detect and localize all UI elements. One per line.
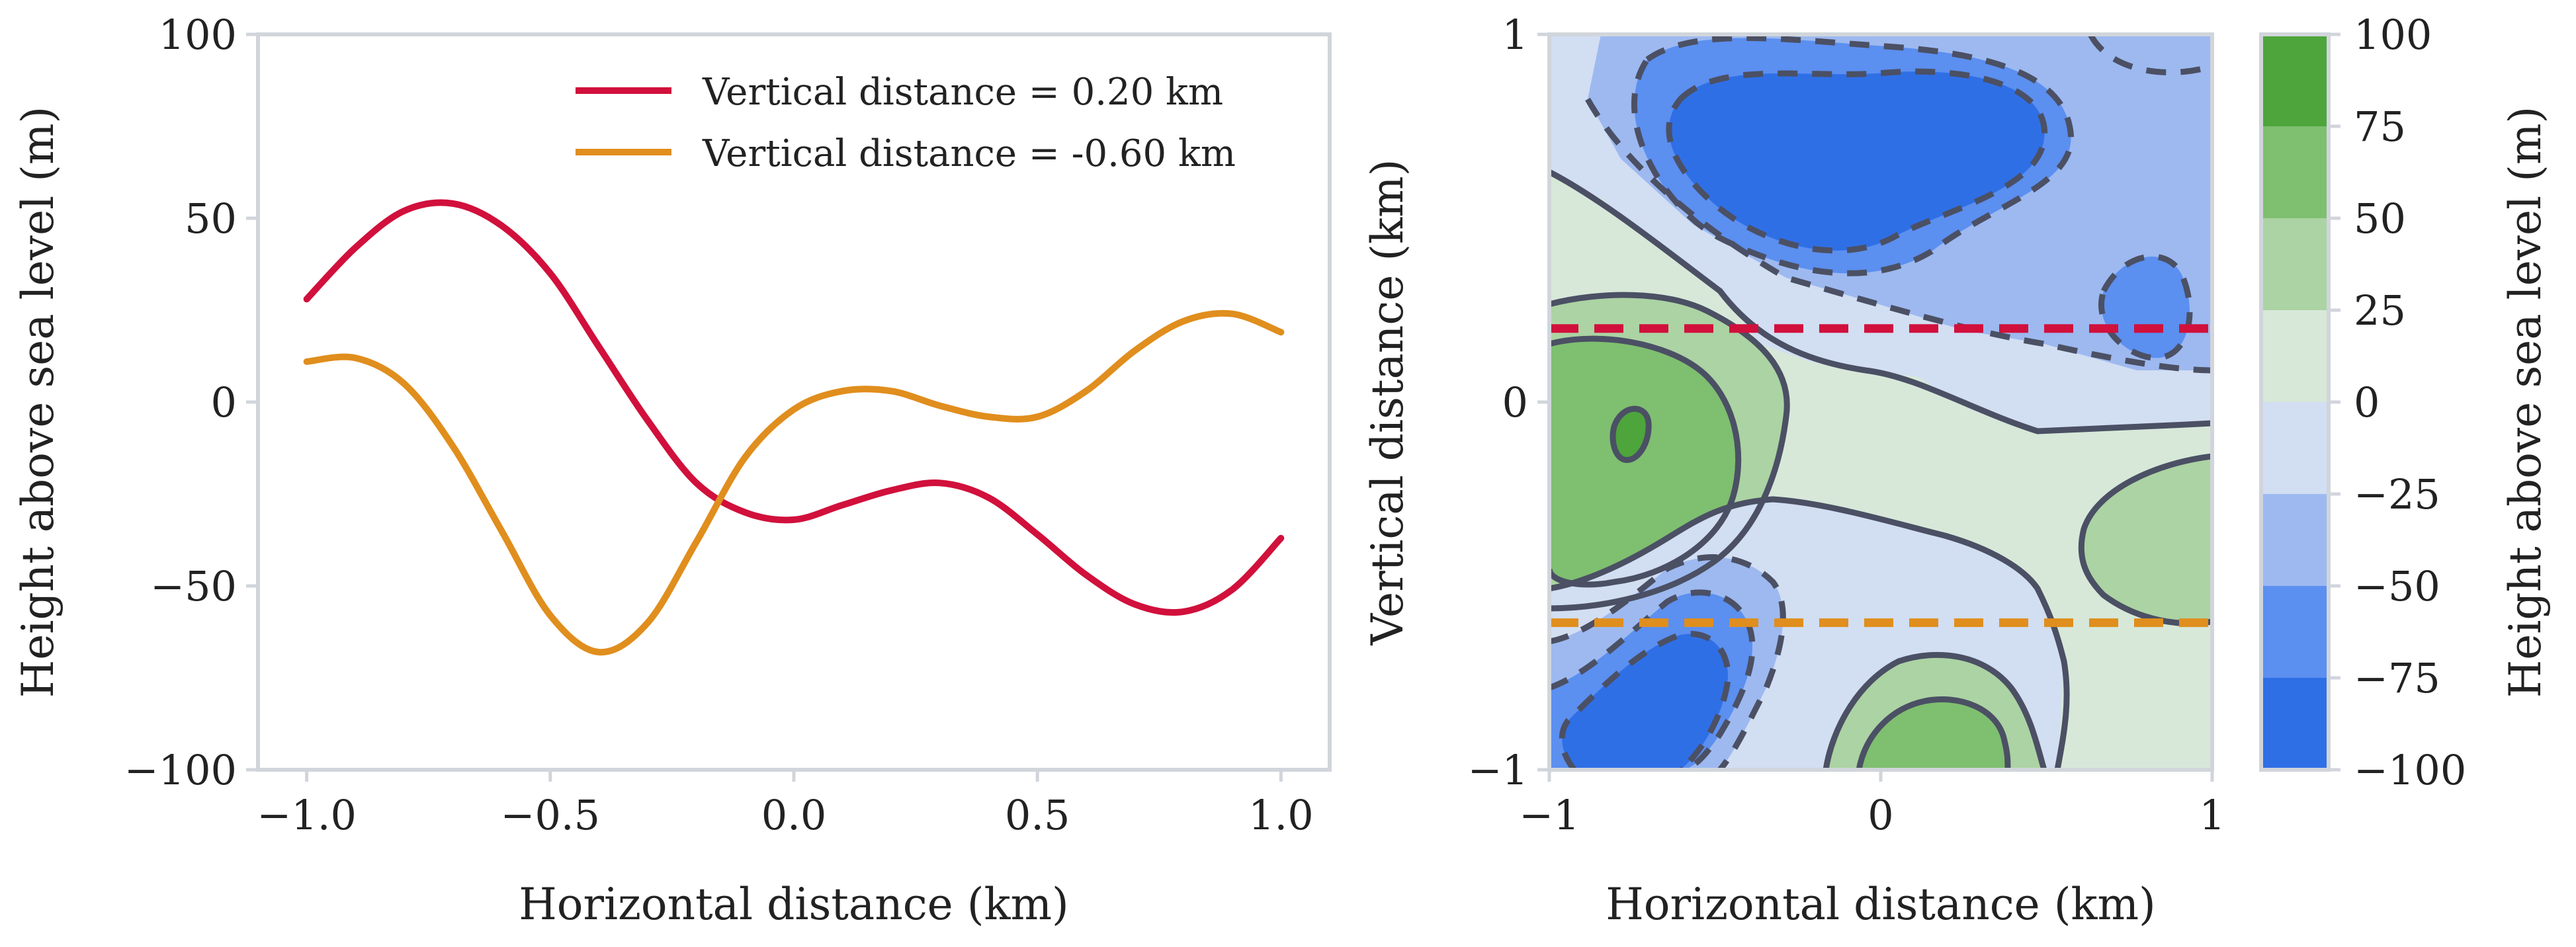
contour-line-lower-25 [1549, 554, 1786, 770]
contour-line-lower-75 [1559, 631, 1731, 770]
colorbar-band [2261, 678, 2329, 770]
colorbar-band [2261, 402, 2329, 494]
y-tick-label: 1 [1502, 11, 1528, 59]
x-tick-label: 0.0 [761, 791, 827, 839]
colorbar-ticks: 100 75 50 25 0 −25 −50 −75 −100 [2329, 11, 2466, 794]
colorbar-tick-label: −25 [2354, 470, 2440, 518]
colorbar-band [2261, 34, 2329, 126]
legend-label-red: Vertical distance = 0.20 km [702, 71, 1223, 114]
legend-label-orange: Vertical distance = -0.60 km [702, 132, 1236, 175]
contour-chart: −1 0 1 1 0 −1 Horizontal distance (km) Vertic… [1362, 11, 2225, 930]
line-chart-ylabel: Height above sea level (m) [13, 106, 64, 698]
colorbar-band [2261, 218, 2329, 310]
contour-region-lower-left-75 [1562, 634, 1728, 770]
contour-region-right-50 [2101, 256, 2190, 358]
contour-line-zero-upper [1549, 169, 2212, 434]
legend: Vertical distance = 0.20 km Vertical dis… [576, 71, 1236, 175]
colorbar-tick-label: −50 [2354, 562, 2440, 610]
y-tick-label: 50 [185, 194, 237, 243]
x-tick-label: 1 [2199, 791, 2225, 839]
contour-line-top-edge [2088, 34, 2212, 75]
line-series-0 [303, 199, 1285, 616]
contour-line-lower-50 [1549, 589, 1756, 770]
x-tick-label: 0.5 [1005, 791, 1070, 839]
y-tick-label: −50 [150, 562, 237, 610]
colorbar-bands [2261, 34, 2329, 770]
contour-region-left-75 [1613, 409, 1649, 460]
contour-line-50-upper [1631, 35, 2074, 276]
contour-region-lower-background [2057, 628, 2212, 770]
contour-field [1549, 34, 2212, 770]
reference-lines [1549, 324, 2212, 628]
colorbar: 100 75 50 25 0 −25 −50 −75 −100 Height above sea… [2259, 11, 2551, 794]
line-chart: −1.0 −0.5 0.0 0.5 1.0 100 50 0 −50 −100 Horizonta… [13, 11, 1332, 930]
colorbar-band [2261, 310, 2329, 402]
line-series-1 [303, 309, 1285, 656]
y-tick-label: 0 [211, 378, 237, 427]
colorbar-band [2261, 494, 2329, 586]
colorbar-band [2261, 126, 2329, 218]
x-tick-label: −1 [1519, 791, 1579, 839]
y-tick-label: −100 [124, 746, 237, 794]
colorbar-tick-label: 100 [2354, 11, 2432, 59]
contour-region-lower-50 [1859, 699, 2008, 770]
x-tick-label: 1.0 [1248, 791, 1314, 839]
colorbar-tick-label: −100 [2354, 746, 2466, 794]
contour-line-left-50 [1549, 335, 1742, 588]
contour-chart-ticks: −1 0 1 1 0 −1 [1468, 11, 2225, 839]
colorbar-tick-label: 0 [2354, 378, 2380, 427]
colorbar-label: Height above sea level (m) [2500, 106, 2551, 698]
contour-line-left-25 [1549, 292, 1790, 612]
x-tick-label: 0 [1868, 791, 1893, 839]
contour-line-25-upper [1585, 97, 2212, 374]
y-tick-label: 100 [159, 11, 237, 59]
line-series-group [303, 199, 1285, 656]
line-chart-xlabel: Horizontal distance (km) [519, 879, 1069, 930]
colorbar-tick-label: 75 [2354, 103, 2406, 151]
contour-line-left-75 [1610, 405, 1652, 463]
contour-chart-xlabel: Horizontal distance (km) [1606, 879, 2156, 930]
colorbar-tick-label: 50 [2354, 194, 2406, 243]
colorbar-tick-label: −75 [2354, 654, 2440, 702]
y-tick-label: 0 [1502, 378, 1528, 427]
contour-line-lower-50-positive [1856, 696, 2011, 770]
colorbar-tick-label: 25 [2354, 286, 2406, 335]
contour-lines [1549, 34, 2212, 770]
contour-region-upper-75 [1668, 71, 2045, 251]
x-tick-label: −0.5 [501, 791, 601, 839]
y-tick-label: −1 [1468, 746, 1528, 794]
contour-line-lower-positive [1823, 651, 2047, 770]
line-chart-ticks: −1.0 −0.5 0.0 0.5 1.0 100 50 0 −50 −100 [124, 11, 1314, 839]
contour-line-zero-lower [1549, 496, 2070, 770]
colorbar-band [2261, 586, 2329, 678]
x-tick-label: −1.0 [257, 791, 357, 839]
contour-chart-ylabel: Vertical distance (km) [1362, 159, 1413, 646]
contour-region-right-positive [2081, 456, 2212, 624]
contour-line-75-upper [1666, 68, 2048, 254]
